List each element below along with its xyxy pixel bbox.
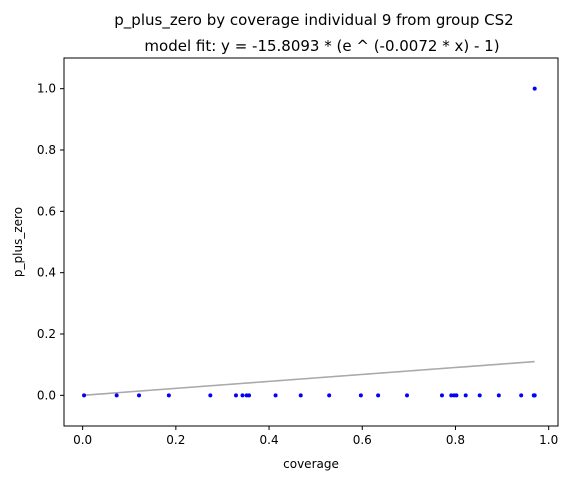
x-axis-ticks: 0.0 0.2 0.4 0.6 0.8 1.0 xyxy=(73,426,558,447)
x-tick-label: 0.8 xyxy=(446,433,465,447)
data-point xyxy=(405,393,410,398)
y-tick-label: 0.8 xyxy=(37,143,56,157)
fit-line xyxy=(82,360,535,397)
y-tick-label: 0.6 xyxy=(37,204,56,218)
x-tick-label: 0.0 xyxy=(73,433,92,447)
data-point xyxy=(273,393,278,398)
chart-subtitle: model fit: y = -15.8093 * (e ^ (-0.0072 … xyxy=(144,37,499,55)
y-tick-label: 1.0 xyxy=(37,82,56,96)
data-point xyxy=(137,393,142,398)
y-tick-label: 0.0 xyxy=(37,388,56,402)
x-tick-label: 0.6 xyxy=(353,433,372,447)
data-point xyxy=(477,393,482,398)
data-point xyxy=(247,393,252,398)
data-point xyxy=(532,393,537,398)
data-point xyxy=(439,393,444,398)
series-layer xyxy=(82,86,537,398)
chart-title: p_plus_zero by coverage individual 9 fro… xyxy=(114,11,513,30)
plot-area: 0.0 0.2 0.4 0.6 0.8 1.0 0.0 0.2 0.4 0.6 0.8 1.0 xyxy=(37,57,559,447)
data-point xyxy=(114,393,119,398)
data-point xyxy=(449,393,454,398)
x-axis-label: coverage xyxy=(283,457,339,471)
y-tick-label: 0.4 xyxy=(37,266,56,280)
data-point xyxy=(519,393,524,398)
plot-frame xyxy=(63,57,559,427)
data-point xyxy=(298,393,303,398)
data-point xyxy=(496,393,501,398)
data-point xyxy=(463,393,468,398)
data-point xyxy=(208,393,213,398)
data-point xyxy=(358,393,363,398)
y-tick-label: 0.2 xyxy=(37,327,56,341)
x-tick-label: 1.0 xyxy=(539,433,558,447)
x-tick-label: 0.2 xyxy=(166,433,185,447)
data-point xyxy=(454,393,459,398)
y-axis-ticks: 0.0 0.2 0.4 0.6 0.8 1.0 xyxy=(37,82,64,402)
data-point xyxy=(532,86,537,91)
y-axis-label: p_plus_zero xyxy=(11,207,25,277)
data-point xyxy=(233,393,238,398)
data-point xyxy=(376,393,381,398)
x-tick-label: 0.4 xyxy=(260,433,279,447)
data-point xyxy=(327,393,332,398)
data-point xyxy=(82,393,87,398)
data-point xyxy=(166,393,171,398)
data-point xyxy=(240,393,245,398)
